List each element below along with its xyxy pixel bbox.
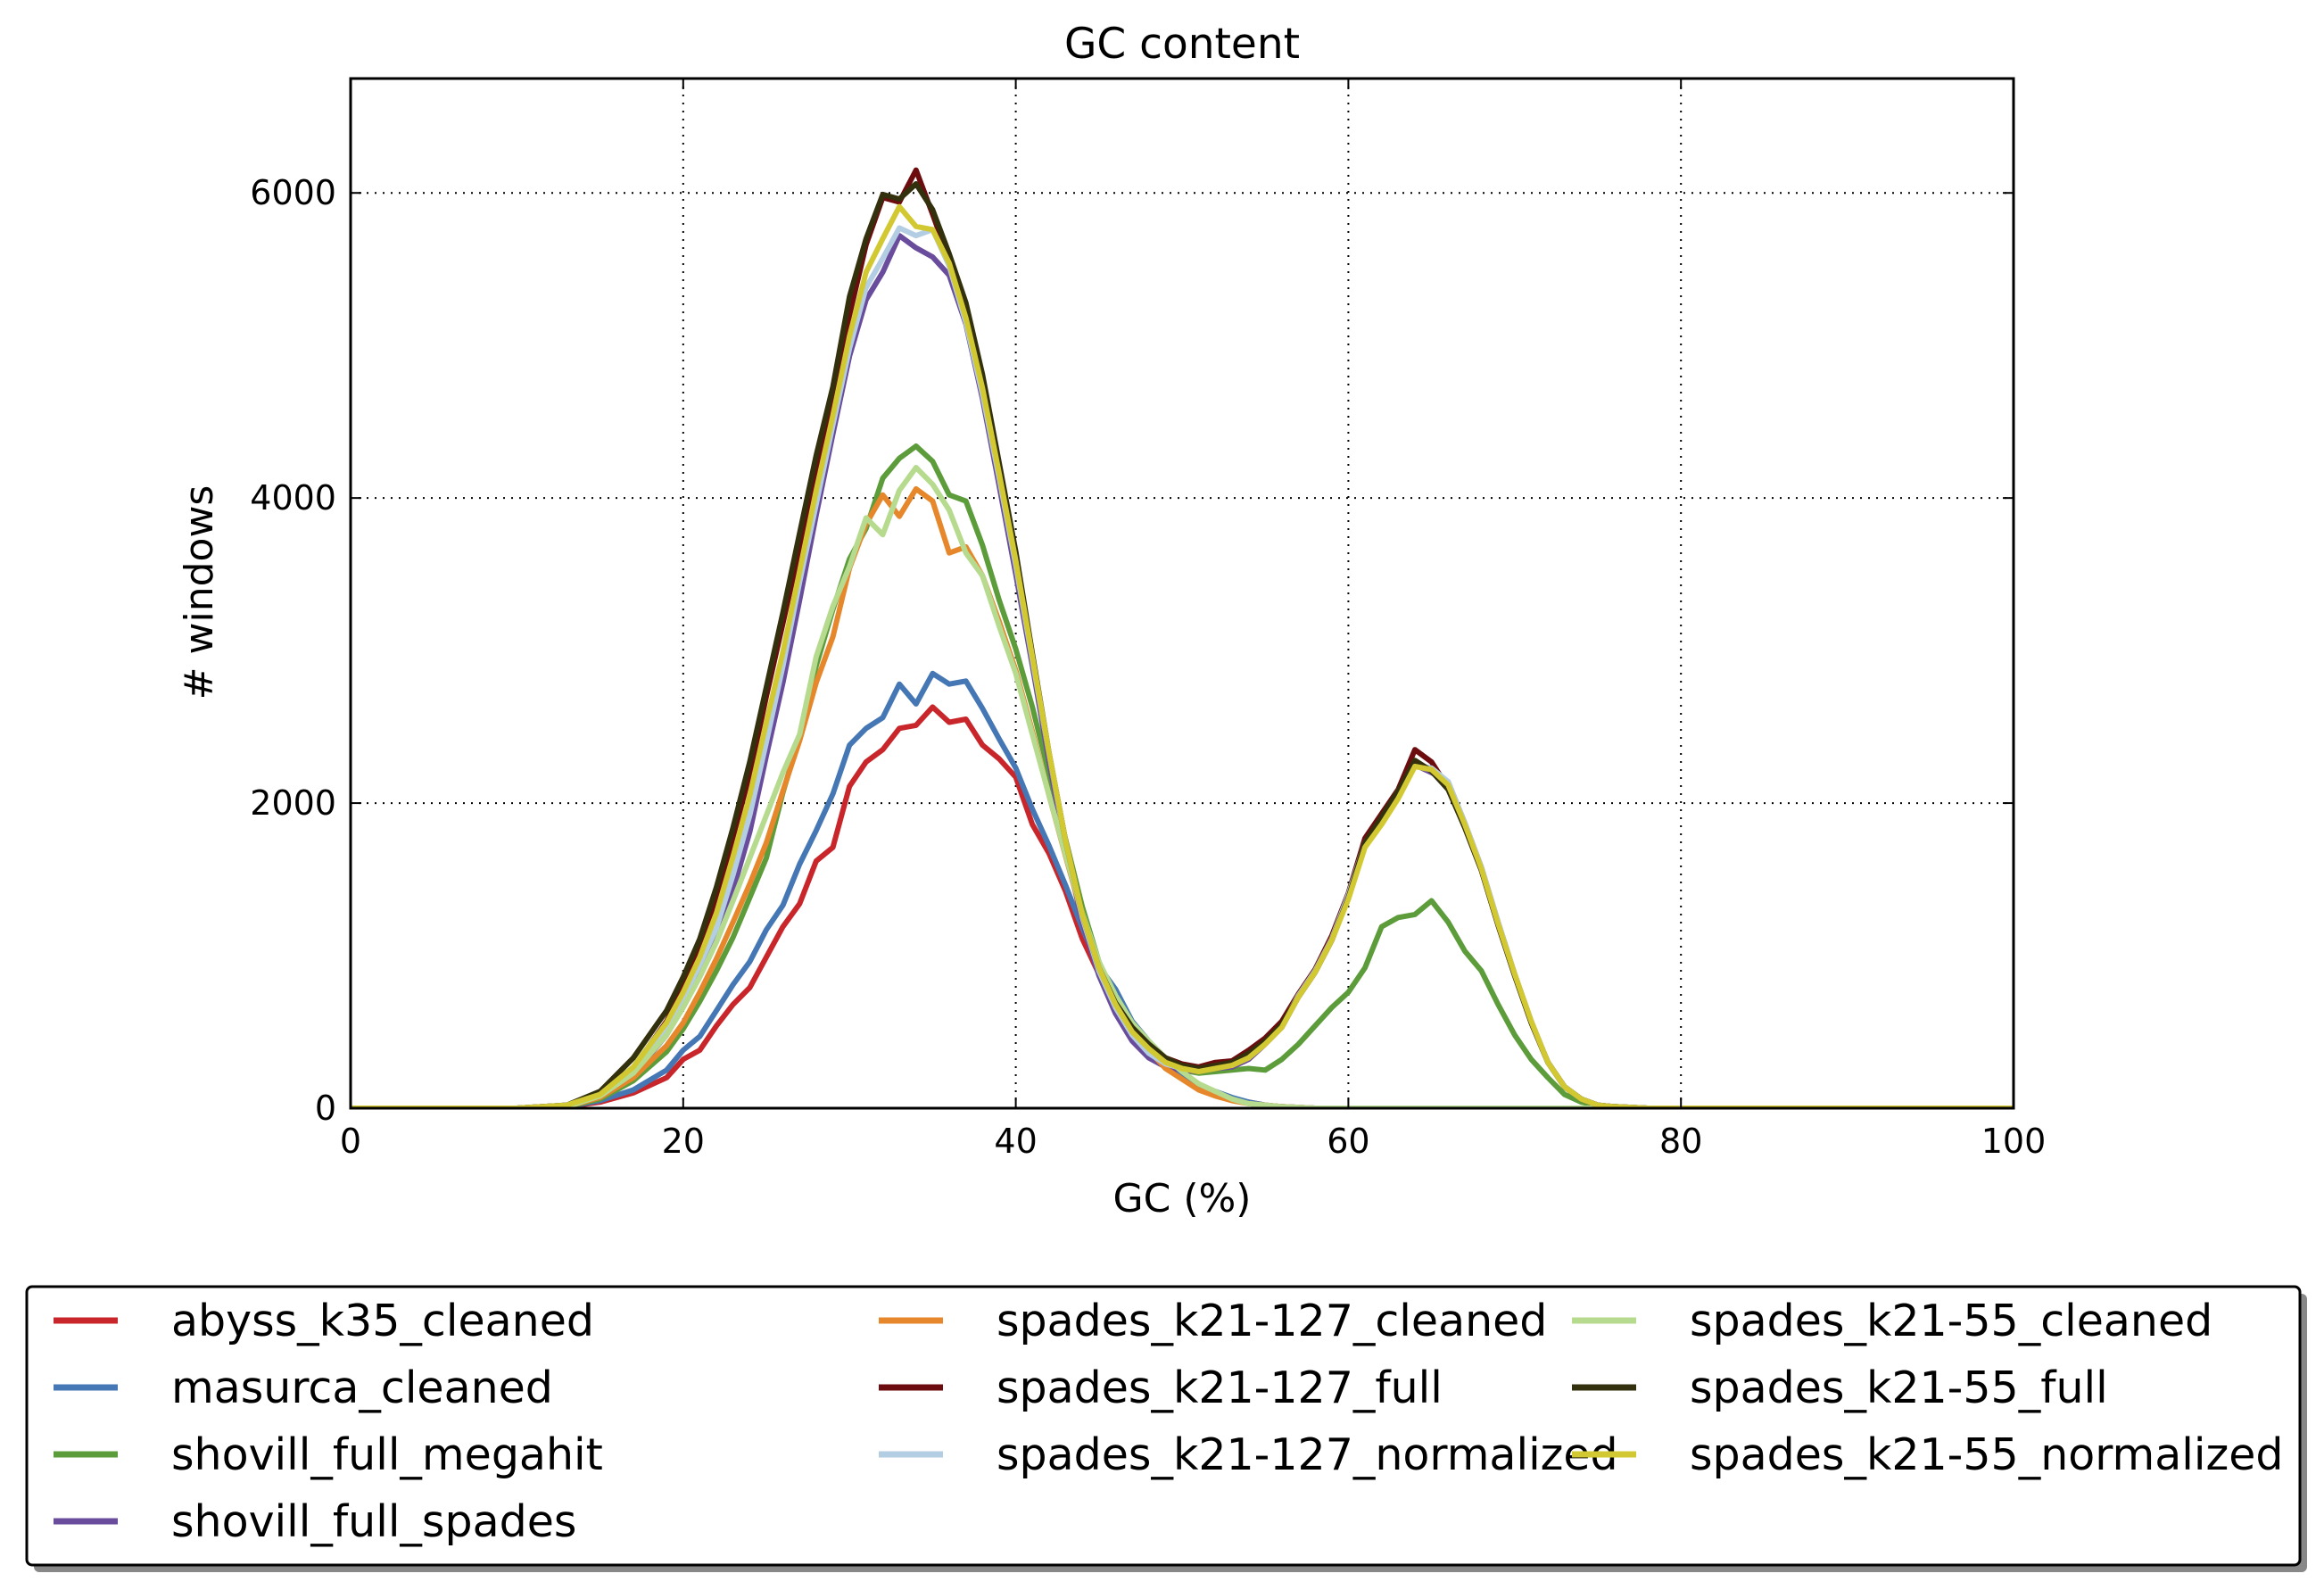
x-axis-title: GC (%) [1113,1176,1252,1221]
y-tick-label: 2000 [250,783,336,823]
y-axis-title: # windows [177,485,222,700]
legend: abyss_k35_cleaned masurca_cleaned shovill_… [25,1285,2307,1572]
legend-label: abyss_k35_cleaned [171,1296,594,1346]
legend-label: spades_k21-127_normalized [997,1429,1618,1480]
legend-label: shovill_full_megahit [171,1429,603,1480]
x-tick-label: 0 [340,1122,361,1161]
y-tick-label: 4000 [250,478,336,518]
series-line-spades_k21-55_cleaned [351,465,2014,1108]
legend-label: spades_k21-55_full [1690,1362,2108,1413]
y-tick-label: 0 [315,1089,336,1128]
plot-frame [349,77,2015,1110]
legend-label: spades_k21-127_full [997,1362,1443,1413]
plot-lines [351,167,2014,1108]
x-tick-label: 40 [994,1122,1037,1161]
x-tick-label: 60 [1327,1122,1369,1161]
y-tick-label: 6000 [250,173,336,212]
legend-label: spades_k21-55_cleaned [1690,1296,2212,1346]
axis-ticks: 0 20 40 60 80 100 0 2000 4000 6000 [250,79,2046,1161]
legend-label: spades_k21-55_normalized [1690,1429,2283,1480]
grid [351,79,2014,1108]
legend-label: spades_k21-127_cleaned [997,1296,1547,1346]
x-tick-label: 80 [1659,1122,1702,1161]
x-tick-label: 100 [1981,1122,2047,1161]
legend-box [25,1285,2302,1567]
series-line-spades_k21-55_normalized [351,203,2014,1108]
legend-label: shovill_full_spades [171,1496,576,1547]
chart-title: GC content [1064,20,1300,69]
legend-label: masurca_cleaned [171,1362,553,1413]
series-line-spades_k21-127_cleaned [351,485,2014,1108]
x-tick-label: 20 [662,1122,705,1161]
